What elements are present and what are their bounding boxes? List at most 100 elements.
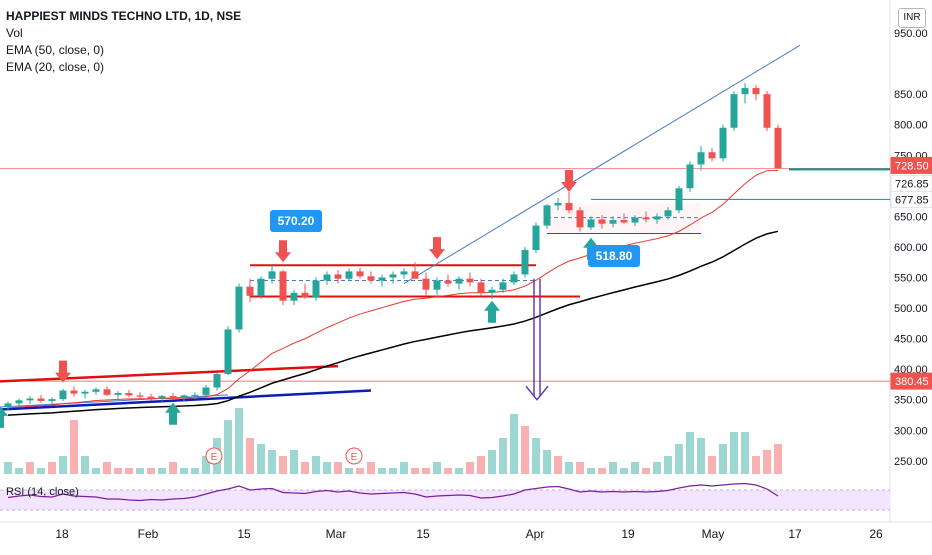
x-tick-label: Feb: [138, 527, 159, 541]
candle-body: [345, 271, 353, 279]
volume-bar: [147, 468, 155, 474]
candle-body: [433, 280, 441, 290]
x-tick-label: 15: [237, 527, 251, 541]
volume-bar: [279, 456, 287, 474]
candle-body: [268, 271, 276, 279]
candle-body: [543, 205, 551, 226]
volume-bar: [81, 456, 89, 474]
x-tick-label: 18: [55, 527, 69, 541]
volume-bar: [169, 462, 177, 474]
candle-body: [290, 292, 298, 301]
candle-body: [356, 271, 364, 277]
volume-bar: [411, 468, 419, 474]
legend-ema50[interactable]: EMA (50, close, 0): [6, 43, 105, 57]
volume-bar: [70, 420, 78, 474]
candle-body: [587, 219, 595, 228]
candle-body: [730, 94, 738, 128]
volume-bar: [752, 456, 760, 474]
candle-body: [664, 210, 672, 217]
lower-channel-line: [0, 394, 229, 408]
callout-box: [270, 210, 322, 232]
candle-body: [554, 202, 562, 206]
callout-label: 570.20: [278, 214, 315, 228]
volume-bar: [466, 462, 474, 474]
volume-bar: [532, 438, 540, 474]
candle-body: [312, 280, 320, 298]
y-tick-label: 250.00: [894, 456, 928, 468]
candle-body: [37, 398, 45, 401]
volume-bar: [334, 462, 342, 474]
volume-bar: [576, 462, 584, 474]
candle-body: [686, 164, 694, 189]
price-label-text: 726.85: [895, 178, 929, 190]
volume-bar: [675, 444, 683, 474]
volume-bar: [323, 462, 331, 474]
volume-bar: [268, 450, 276, 474]
candle-body: [499, 282, 507, 290]
candle-body: [378, 277, 386, 281]
candle-body: [334, 274, 342, 279]
volume-bar: [191, 468, 199, 474]
volume-bar: [26, 462, 34, 474]
candle-body: [147, 396, 155, 399]
candle-body: [213, 374, 221, 388]
volume-bar: [15, 468, 23, 474]
ema50-line: [7, 230, 779, 416]
candle-body: [202, 387, 210, 395]
candle-body: [697, 152, 705, 165]
chart-legend: HAPPIEST MINDS TECHNO LTD, 1D, NSE Vol E…: [6, 8, 241, 76]
currency-badge[interactable]: INR: [898, 8, 926, 28]
candle-body: [444, 280, 452, 284]
legend-vol[interactable]: Vol: [6, 26, 23, 40]
volume-bar: [301, 462, 309, 474]
volume-bar: [488, 450, 496, 474]
volume-bar: [499, 438, 507, 474]
legend-ema20[interactable]: EMA (20, close, 0): [6, 60, 105, 74]
volume-bar: [598, 468, 606, 474]
volume-bar: [653, 462, 661, 474]
candle-body: [708, 152, 716, 159]
x-tick-label: 15: [416, 527, 430, 541]
candle-body: [103, 389, 111, 395]
rsi-legend[interactable]: RSI (14, close): [6, 486, 79, 498]
volume-bar: [422, 468, 430, 474]
candle-body: [609, 220, 617, 224]
symbol-title[interactable]: HAPPIEST MINDS TECHNO LTD, 1D, NSE: [6, 9, 242, 23]
candle-body: [400, 271, 408, 275]
candle-body: [532, 225, 540, 250]
volume-bar: [763, 450, 771, 474]
candle-body: [15, 400, 23, 404]
candle-body: [59, 390, 67, 400]
y-tick-label: 450.00: [894, 334, 928, 346]
volume-bar: [554, 456, 562, 474]
x-tick-label: 19: [621, 527, 635, 541]
callout-box: [588, 245, 640, 267]
candle-body: [367, 276, 375, 281]
volume-bar: [224, 420, 232, 474]
candle-body: [136, 395, 144, 397]
candle-body: [389, 274, 397, 278]
candle-body: [653, 216, 661, 220]
volume-bar: [400, 462, 408, 474]
volume-bar: [114, 468, 122, 474]
volume-bar: [708, 456, 716, 474]
annotation-arrowhead: [525, 385, 549, 401]
volume-bar: [565, 462, 573, 474]
candle-body: [752, 88, 760, 95]
earnings-marker: [345, 447, 363, 465]
candle-body: [675, 188, 683, 211]
candle-body: [246, 286, 254, 296]
up-arrow-icon: [165, 402, 181, 425]
candle-body: [158, 396, 166, 399]
support-trendline: [0, 389, 372, 411]
down-arrow-icon: [561, 169, 577, 192]
candle-body: [81, 391, 89, 394]
resistance-trendline: [0, 364, 339, 383]
price-label-text: 380.45: [895, 376, 929, 388]
volume-bar: [741, 432, 749, 474]
y-tick-label: 350.00: [894, 395, 928, 407]
earnings-marker-label: E: [211, 452, 218, 463]
candle-body: [169, 396, 177, 398]
volume-bar: [719, 444, 727, 474]
